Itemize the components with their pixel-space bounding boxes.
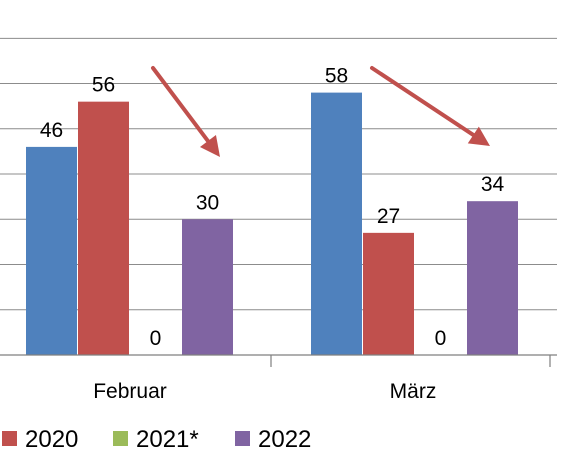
legend-item: 2020 (2, 426, 78, 453)
legend-label: 2021* (136, 426, 199, 453)
data-label: 34 (481, 173, 505, 196)
trend-arrow (370, 66, 490, 146)
bar (182, 219, 233, 355)
x-tick-label: März (390, 380, 437, 403)
data-label: 58 (325, 65, 348, 88)
bar (363, 232, 414, 355)
legend-swatch (113, 431, 128, 446)
trend-arrow (151, 66, 220, 157)
data-label: 30 (196, 191, 219, 214)
data-label: 27 (377, 205, 400, 228)
data-labels: 46 56 0 30 58 27 0 34 (40, 65, 505, 350)
legend: 2020 2021* 2022 (2, 426, 311, 453)
bar (26, 146, 77, 355)
x-tick-label: Februar (93, 380, 167, 403)
legend-swatch (235, 431, 250, 446)
legend-label: 2022 (258, 426, 311, 453)
bar (78, 101, 129, 355)
data-label: 56 (92, 74, 115, 97)
bar (311, 92, 362, 355)
legend-item: 2021* (113, 426, 199, 453)
legend-item: 2022 (235, 426, 311, 453)
legend-swatch (2, 431, 17, 446)
legend-label: 2020 (25, 426, 78, 453)
bar (467, 201, 518, 355)
bars (26, 92, 518, 355)
data-label: 46 (40, 119, 63, 142)
trend-arrows (151, 66, 490, 157)
data-label: 0 (150, 327, 162, 350)
data-label: 0 (435, 327, 447, 350)
x-axis: Februar März (0, 354, 557, 403)
